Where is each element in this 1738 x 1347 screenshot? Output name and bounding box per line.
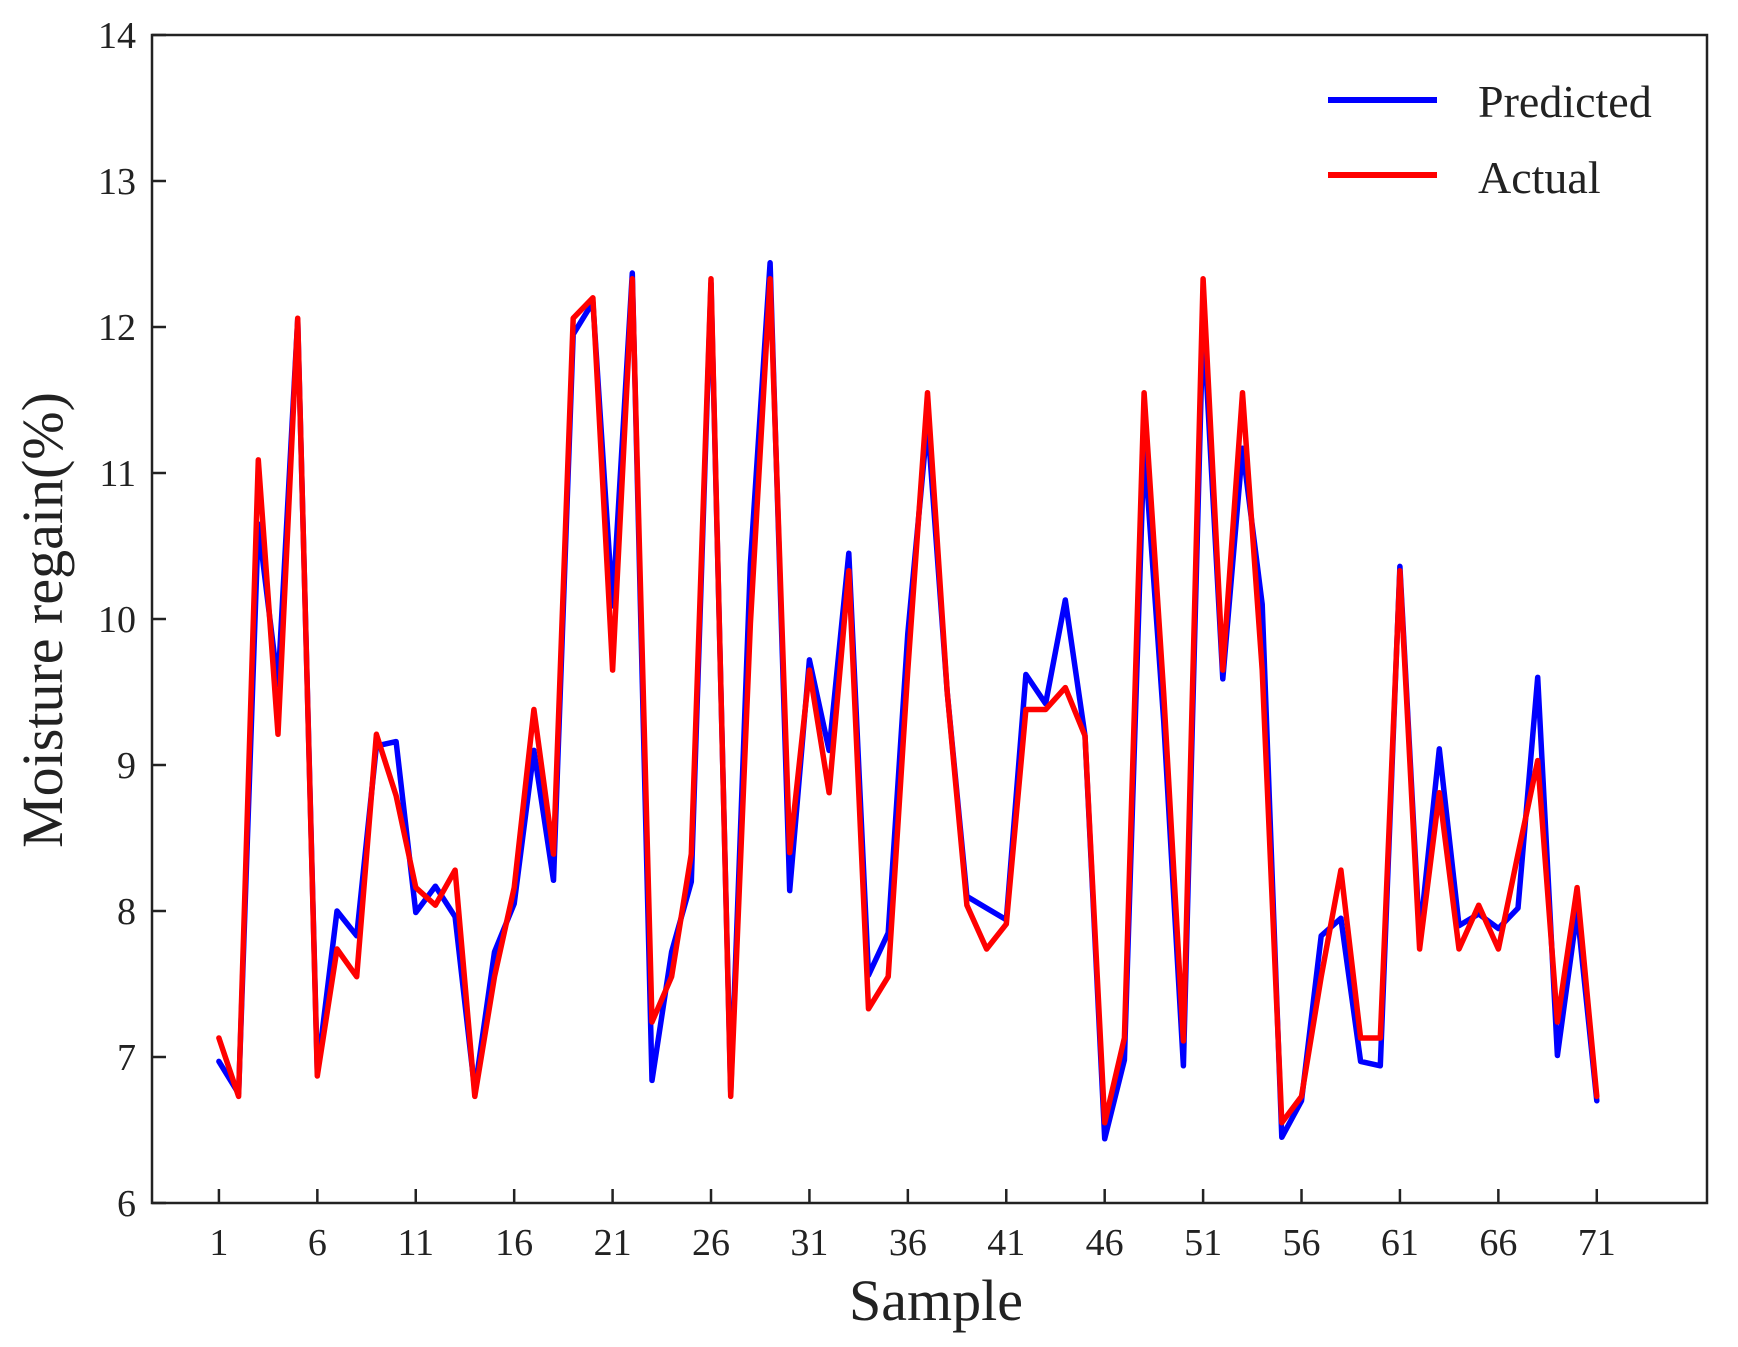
x-axis-title: Sample (849, 1268, 1023, 1333)
y-tick-label-10: 10 (98, 599, 136, 641)
x-tick-label-6: 6 (308, 1222, 327, 1264)
y-tick-label-8: 8 (117, 891, 136, 933)
legend-label-predicted: Predicted (1478, 76, 1652, 127)
x-tick-label-66: 66 (1479, 1222, 1517, 1264)
y-tick-label-9: 9 (117, 745, 136, 787)
y-tick-label-12: 12 (98, 307, 136, 349)
x-tick-label-16: 16 (495, 1222, 533, 1264)
x-tick-label-11: 11 (397, 1222, 434, 1264)
x-tick-label-56: 56 (1283, 1222, 1321, 1264)
legend: Predicted Actual (1328, 76, 1652, 203)
x-tick-label-31: 31 (790, 1222, 828, 1264)
y-tick-label-11: 11 (99, 453, 136, 495)
x-tick-label-36: 36 (889, 1222, 927, 1264)
plot-frame (150, 33, 1709, 1205)
x-tick-label-26: 26 (692, 1222, 730, 1264)
y-tick-label-13: 13 (98, 161, 136, 203)
x-tick-label-51: 51 (1184, 1222, 1222, 1264)
series-group (216, 260, 1600, 1142)
x-tick-label-46: 46 (1086, 1222, 1124, 1264)
y-tick-label-7: 7 (117, 1037, 136, 1079)
y-tick-label-6: 6 (117, 1183, 136, 1225)
x-tick-label-41: 41 (987, 1222, 1025, 1264)
y-axis-title: Moisture regain(%) (10, 392, 75, 848)
x-axis-ticks: 1 6 11 16 21 26 31 36 41 46 51 56 61 66 71 (209, 1189, 1616, 1264)
y-axis-ticks: 6 7 8 9 10 11 12 13 14 (98, 15, 166, 1225)
x-tick-label-1: 1 (209, 1222, 228, 1264)
y-tick-label-14: 14 (98, 15, 136, 57)
series-line-actual (216, 276, 1600, 1126)
x-tick-label-71: 71 (1578, 1222, 1616, 1264)
x-tick-label-61: 61 (1381, 1222, 1419, 1264)
legend-label-actual: Actual (1478, 152, 1601, 203)
x-tick-label-21: 21 (594, 1222, 632, 1264)
